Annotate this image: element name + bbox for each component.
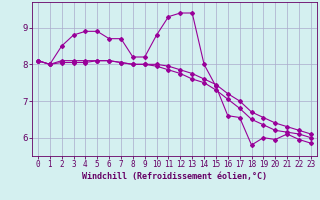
X-axis label: Windchill (Refroidissement éolien,°C): Windchill (Refroidissement éolien,°C) — [82, 172, 267, 181]
